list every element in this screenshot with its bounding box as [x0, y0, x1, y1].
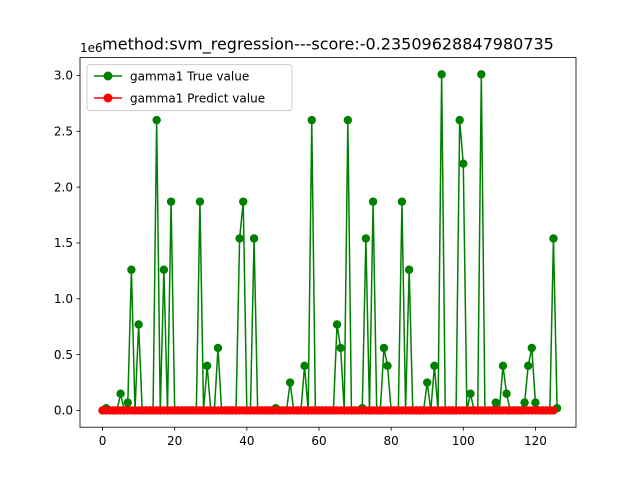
y-tick-label: 0.0: [54, 404, 73, 418]
plot-area: [80, 57, 576, 428]
x-axis-ticks: 0 20 40 60 80 100 120: [99, 427, 547, 448]
data-point: [549, 406, 558, 415]
data-point: [437, 70, 446, 79]
data-point: [134, 320, 143, 329]
data-point: [336, 343, 345, 353]
y-tick-label: 0.5: [54, 348, 73, 362]
data-point: [520, 398, 529, 407]
y-offset-label: 1e6: [80, 41, 103, 55]
data-point: [459, 159, 468, 168]
y-axis-ticks: 0.0 0.5 1.0 1.5 2.0 2.5 3.0: [54, 69, 80, 418]
data-point: [235, 234, 244, 243]
axes-frame: [79, 57, 577, 428]
data-point: [166, 197, 176, 206]
data-point: [531, 398, 540, 407]
x-tick-label: 60: [311, 434, 326, 448]
data-point: [332, 320, 342, 329]
data-point: [285, 378, 295, 387]
x-tick-label: 120: [524, 434, 547, 448]
data-point: [397, 197, 407, 206]
series-layer: [98, 70, 562, 415]
data-point: [491, 398, 500, 407]
y-tick-label: 3.0: [54, 69, 73, 83]
series-1: [98, 406, 558, 415]
data-point: [361, 234, 371, 243]
legend-marker-true: [103, 71, 113, 81]
data-point: [498, 361, 508, 370]
x-tick-label: 20: [167, 434, 182, 448]
data-point: [368, 197, 378, 206]
y-tick-label: 2.5: [54, 124, 73, 138]
data-point: [343, 115, 353, 125]
data-point: [123, 398, 132, 407]
x-tick-label: 40: [239, 434, 254, 448]
legend-frame: [86, 64, 293, 112]
data-point: [466, 389, 475, 398]
data-point: [159, 265, 169, 274]
data-point: [549, 234, 558, 243]
data-point: [195, 197, 205, 206]
data-point: [300, 361, 309, 370]
data-point: [307, 115, 316, 125]
data-point: [202, 361, 212, 370]
data-point: [152, 115, 161, 125]
data-point: [502, 389, 511, 398]
data-point: [379, 343, 389, 353]
data-point: [213, 343, 223, 353]
legend-label-predict: gamma1 Predict value: [130, 91, 265, 105]
data-point: [455, 115, 464, 125]
legend-label-true: gamma1 True value: [130, 69, 249, 83]
legend: gamma1 True value gamma1 Predict value: [86, 64, 293, 112]
y-tick-label: 2.0: [54, 180, 73, 194]
data-point: [524, 361, 533, 370]
data-point: [527, 343, 537, 353]
data-point: [239, 197, 248, 206]
data-point: [477, 70, 486, 79]
y-tick-label: 1.0: [54, 292, 73, 306]
x-tick-label: 0: [99, 434, 107, 448]
x-tick-label: 80: [383, 434, 398, 448]
chart-title: method:svm_regression---score:-0.2350962…: [102, 35, 554, 55]
data-point: [127, 265, 136, 274]
x-tick-label: 100: [452, 434, 475, 448]
data-point: [404, 265, 414, 274]
data-point: [383, 361, 392, 370]
legend-marker-predict: [103, 93, 113, 103]
data-point: [116, 389, 125, 398]
data-point: [430, 361, 439, 370]
data-point: [249, 234, 259, 243]
y-tick-label: 1.5: [54, 236, 73, 250]
data-point: [423, 378, 432, 387]
